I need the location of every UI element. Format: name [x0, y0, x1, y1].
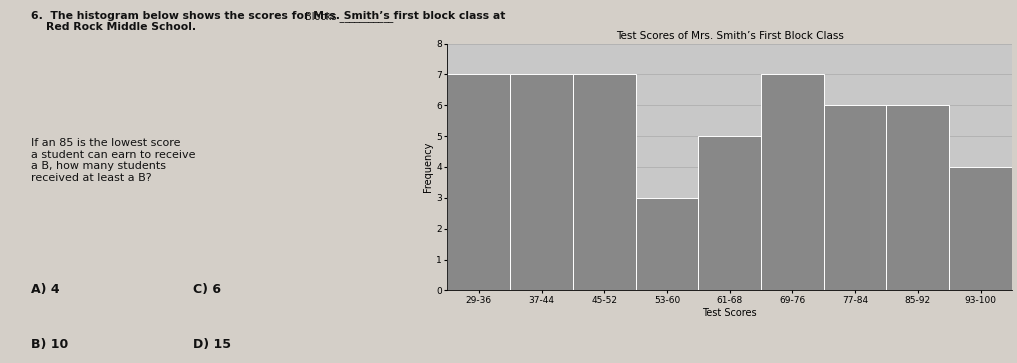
Bar [573, 74, 636, 290]
Bar [949, 167, 1012, 290]
Bar [511, 74, 573, 290]
Text: B) 10: B) 10 [31, 338, 68, 351]
Bar [761, 74, 824, 290]
Text: If an 85 is the lowest score
a student can earn to receive
a B, how many student: If an 85 is the lowest score a student c… [31, 138, 195, 183]
Bar [699, 136, 761, 290]
Bar [887, 105, 949, 290]
Bar [824, 105, 887, 290]
X-axis label: Test Scores: Test Scores [703, 308, 757, 318]
Bar [447, 74, 511, 290]
Bar [636, 198, 699, 290]
Text: A) 4: A) 4 [31, 283, 59, 296]
Text: D) 15: D) 15 [193, 338, 231, 351]
Text: 6.  The histogram below shows the scores for Mrs. Smith’s first block class at
 : 6. The histogram below shows the scores … [31, 11, 504, 33]
Title: Test Scores of Mrs. Smith’s First Block Class: Test Scores of Mrs. Smith’s First Block … [615, 31, 844, 41]
Y-axis label: Frequency: Frequency [423, 142, 433, 192]
Text: C) 6: C) 6 [193, 283, 222, 296]
Text: Blocks ___________: Blocks ___________ [305, 11, 394, 22]
